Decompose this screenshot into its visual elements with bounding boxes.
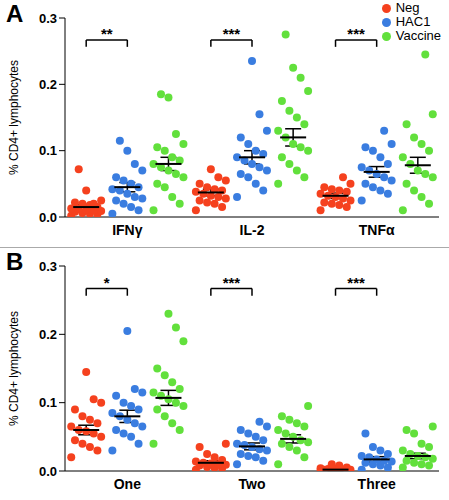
- svg-text:Three: Three: [358, 476, 396, 492]
- html-text:A: A: [6, 0, 24, 27]
- svg-text:% CD4+ lymphocytes: % CD4+ lymphocytes: [8, 311, 21, 426]
- svg-text:IL-2: IL-2: [240, 222, 265, 238]
- svg-text:0.1: 0.1: [39, 395, 57, 410]
- svg-text:0.2: 0.2: [39, 77, 57, 92]
- svg-text:0.3: 0.3: [39, 259, 57, 274]
- svg-text:% CD4+ lymphocytes: % CD4+ lymphocytes: [8, 60, 21, 175]
- html-text:HAC1: HAC1: [395, 14, 431, 29]
- svg-text:0.3: 0.3: [39, 11, 57, 26]
- svg-text:TNFα: TNFα: [359, 222, 395, 238]
- svg-text:0.0: 0.0: [39, 464, 57, 479]
- svg-text:0.1: 0.1: [39, 143, 57, 158]
- svg-text:***: ***: [347, 274, 365, 291]
- svg-text:***: ***: [223, 25, 241, 42]
- svg-text:One: One: [114, 476, 141, 492]
- svg-text:0.2: 0.2: [39, 327, 57, 342]
- svg-text:IFNγ: IFNγ: [112, 222, 143, 238]
- html-text:Neg: Neg: [395, 0, 420, 15]
- svg-text:***: ***: [347, 25, 365, 42]
- svg-text:***: ***: [223, 274, 241, 291]
- html-text:B: B: [6, 248, 24, 275]
- svg-text:Two: Two: [239, 476, 266, 492]
- svg-text:*: *: [104, 274, 110, 291]
- svg-text:**: **: [101, 25, 113, 42]
- svg-text:0.0: 0.0: [39, 210, 57, 225]
- html-text:Vaccine: Vaccine: [395, 28, 441, 43]
